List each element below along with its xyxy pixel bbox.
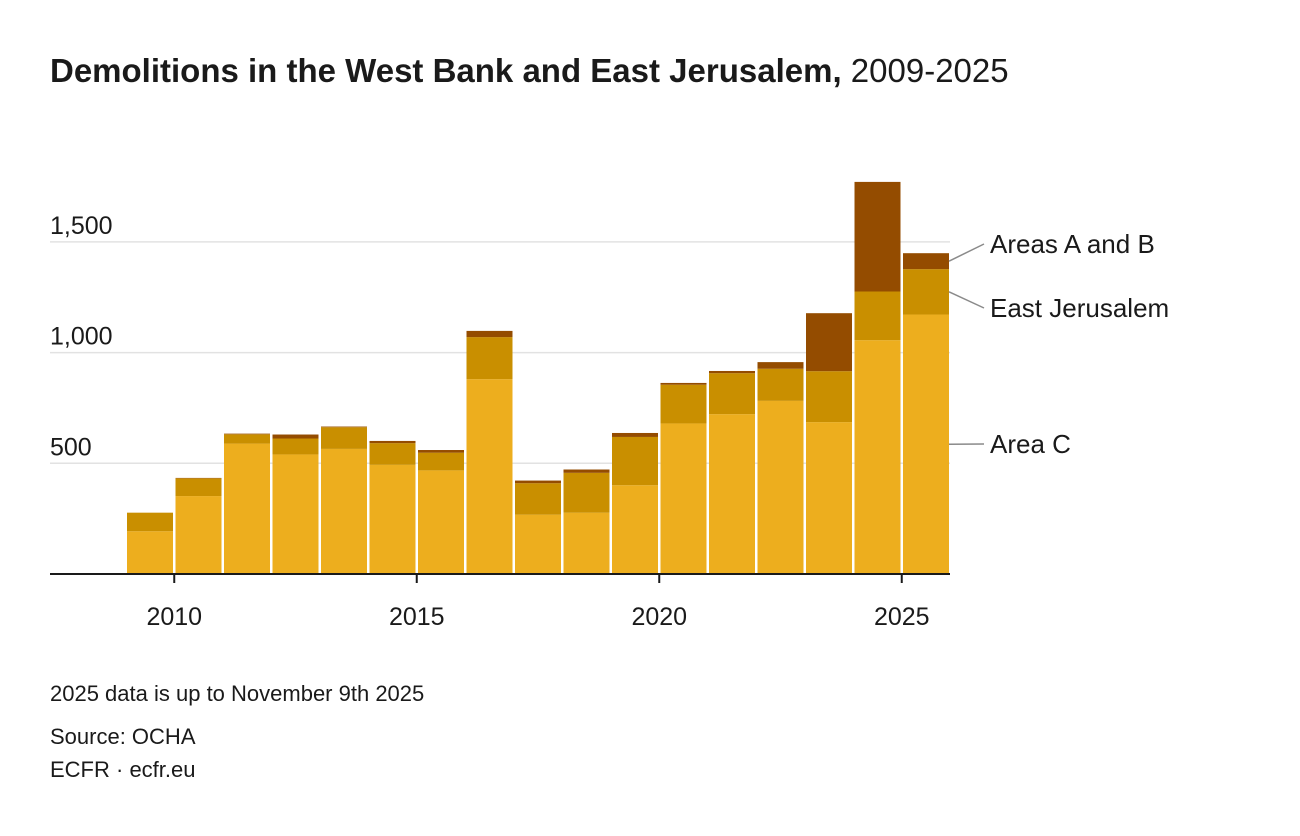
legend-leader-areas-a-and-b: [948, 243, 985, 262]
bar-stack-2020: [660, 382, 707, 574]
bar-segment-east-jerusalem-2009: [127, 512, 173, 532]
y-tick-label: 500: [50, 433, 92, 461]
chart-title: Demolitions in the West Bank and East Je…: [50, 52, 1009, 90]
bar-stack-2009: [127, 512, 173, 574]
bar-segment-east-jerusalem-2025: [903, 269, 949, 315]
bar-segment-areas-a-and-b-2017: [515, 480, 561, 484]
bar-segment-east-jerusalem-2016: [466, 337, 513, 380]
bar-segment-area-c-2010: [175, 496, 222, 574]
bar-segment-east-jerusalem-2023: [806, 371, 852, 423]
bar-stack-2010: [175, 477, 222, 574]
bar-segment-east-jerusalem-2013: [321, 427, 367, 449]
x-tick-label: 2020: [631, 603, 687, 631]
x-axis-ticks: 2010 2015 2020 2025: [146, 574, 930, 631]
bar-segment-east-jerusalem-2012: [272, 438, 319, 455]
bar-stack-2022: [757, 362, 804, 574]
bar-segment-area-c-2021: [709, 414, 755, 574]
bar-segment-area-c-2014: [369, 464, 416, 574]
bar-segment-areas-a-and-b-2012: [272, 434, 319, 439]
bar-stack-2023: [806, 313, 852, 574]
bar-stack-2017: [515, 480, 561, 574]
bar-segment-east-jerusalem-2017: [515, 483, 561, 515]
bar-segment-areas-a-and-b-2025: [903, 253, 949, 270]
bar-segment-east-jerusalem-2015: [418, 452, 464, 471]
bar-segment-area-c-2018: [563, 512, 610, 574]
bar-segment-area-c-2025: [903, 314, 949, 574]
bar-segment-area-c-2013: [321, 448, 367, 574]
bar-stack-2021: [709, 370, 755, 574]
bar-stack-2012: [272, 434, 319, 574]
bar-segment-areas-a-and-b-2014: [369, 440, 416, 444]
inline-legend: Area C East Jerusalem Areas A and B: [948, 229, 1169, 459]
title-main: Demolitions in the West Bank and East Je…: [50, 52, 842, 89]
credit-note: ECFR · ecfr.eu: [50, 757, 196, 782]
bar-segment-east-jerusalem-2011: [224, 434, 270, 444]
x-tick-label: 2010: [146, 603, 202, 631]
bar-segment-areas-a-and-b-2024: [854, 181, 901, 292]
bar-stack-2019: [612, 432, 658, 574]
bar-segment-area-c-2022: [757, 400, 804, 574]
bar-stack-2018: [563, 469, 610, 574]
bar-segment-areas-a-and-b-2021: [709, 370, 755, 374]
x-tick-label: 2025: [874, 603, 930, 631]
bar-segment-area-c-2020: [660, 423, 707, 574]
legend-label: Areas A and B: [990, 229, 1155, 259]
bar-segment-east-jerusalem-2019: [612, 436, 658, 486]
bar-segment-area-c-2012: [272, 454, 319, 574]
bar-segment-areas-a-and-b-2011: [224, 433, 270, 435]
title-years: 2009-2025: [841, 52, 1009, 89]
bar-segment-east-jerusalem-2014: [369, 443, 416, 465]
bar-segment-areas-a-and-b-2023: [806, 313, 852, 372]
bar-stack-2024: [854, 181, 901, 574]
legend-label: East Jerusalem: [990, 293, 1169, 323]
x-tick-label: 2015: [389, 603, 445, 631]
source-note: Source: OCHA: [50, 724, 196, 749]
legend-label: Area C: [990, 429, 1071, 459]
bar-segment-areas-a-and-b-2013: [321, 426, 367, 428]
bar-segment-area-c-2017: [515, 514, 561, 574]
bar-segment-area-c-2023: [806, 422, 852, 574]
bar-segment-area-c-2009: [127, 531, 173, 574]
bar-segment-area-c-2019: [612, 485, 658, 574]
bar-stack-2025: [903, 253, 949, 574]
bars: [127, 181, 949, 574]
data-note: 2025 data is up to November 9th 2025: [50, 681, 425, 706]
bar-segment-east-jerusalem-2022: [757, 368, 804, 401]
bar-segment-areas-a-and-b-2015: [418, 450, 464, 453]
bar-segment-area-c-2015: [418, 470, 464, 574]
y-tick-label: 1,500: [50, 212, 113, 240]
bar-segment-areas-a-and-b-2022: [757, 362, 804, 369]
bar-stack-2011: [224, 433, 270, 574]
bar-segment-east-jerusalem-2020: [660, 384, 707, 424]
bar-segment-areas-a-and-b-2018: [563, 469, 610, 473]
bar-segment-east-jerusalem-2018: [563, 472, 610, 513]
bar-segment-areas-a-and-b-2019: [612, 432, 658, 437]
bar-segment-east-jerusalem-2024: [854, 291, 901, 341]
bar-segment-areas-a-and-b-2016: [466, 330, 513, 338]
bar-stack-2015: [418, 450, 464, 574]
bar-segment-area-c-2024: [854, 340, 901, 574]
bar-segment-area-c-2016: [466, 379, 513, 574]
y-axis-ticks: 500 1,000 1,500: [50, 212, 113, 461]
bar-stack-2016: [466, 330, 513, 574]
bar-segment-east-jerusalem-2010: [175, 478, 222, 497]
bar-stack-2013: [321, 426, 367, 574]
bar-segment-areas-a-and-b-2020: [660, 382, 707, 385]
bar-segment-east-jerusalem-2021: [709, 373, 755, 415]
bar-stack-2014: [369, 440, 416, 574]
bar-segment-area-c-2011: [224, 443, 270, 574]
y-tick-label: 1,000: [50, 323, 113, 351]
legend-leader-east-jerusalem: [948, 291, 985, 309]
